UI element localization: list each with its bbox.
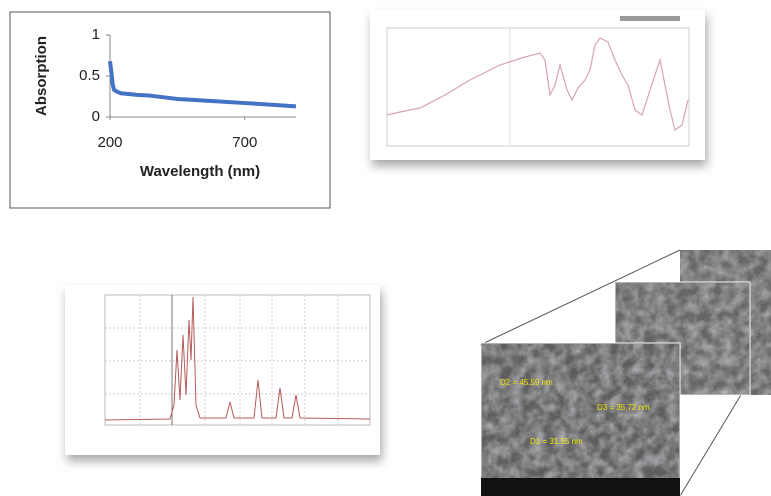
x-tick-label: 200 (97, 134, 122, 151)
y-tick-label: 0.5 (79, 67, 100, 84)
sem-label: D2 = 45.59 nm (500, 378, 553, 387)
figure: Wavelength (nm) Absorption 0 0.5 1 200 700 D… (0, 0, 771, 496)
sem-texture (481, 343, 680, 496)
ftir-panel (370, 10, 705, 160)
y-axis-title: Absorption (33, 36, 50, 116)
sem-label: D1 = 31.55 nm (530, 437, 583, 446)
y-tick-label: 0 (92, 108, 100, 125)
sem-label: D3 = 35.72 nm (597, 403, 650, 412)
y-tick-label: 1 (92, 26, 100, 43)
ftir-logo (620, 16, 680, 21)
x-axis-title: Wavelength (nm) (140, 163, 260, 180)
xrd-panel (65, 285, 380, 455)
x-tick-label: 700 (232, 134, 257, 151)
page: {"chart_data": {"type": "line", "xlabel"… (0, 0, 771, 496)
ftir-background (370, 10, 705, 160)
xrd-background (65, 285, 380, 455)
sem-info-bar (481, 478, 680, 496)
